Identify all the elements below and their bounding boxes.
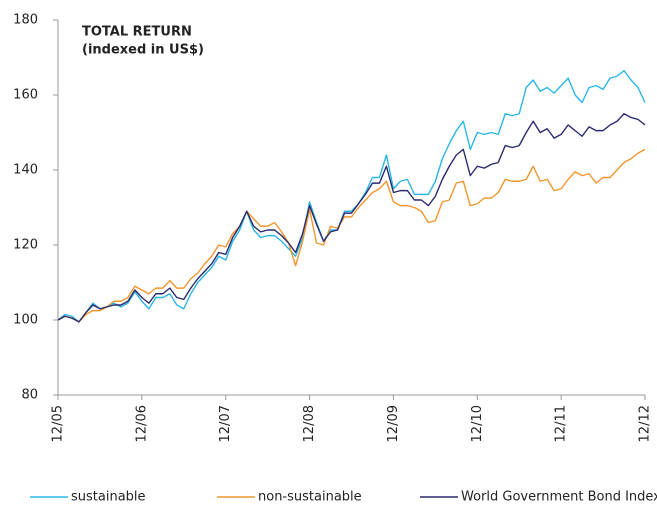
y-tick-label: 80 — [21, 388, 38, 403]
chart-subtitle: (indexed in US$) — [82, 43, 204, 58]
x-tick-label: 12/08 — [302, 405, 317, 442]
x-tick-label: 12/12 — [638, 405, 653, 442]
y-tick-label: 180 — [13, 13, 38, 28]
x-tick-label: 12/09 — [386, 405, 401, 442]
y-tick-label: 160 — [13, 88, 38, 103]
series-line — [57, 113, 646, 323]
x-tick-label: 12/05 — [51, 405, 66, 442]
legend-label: sustainable — [71, 490, 146, 505]
x-tick-label: 12/07 — [218, 405, 233, 442]
y-tick-label: 140 — [13, 163, 38, 178]
y-tick-label: 120 — [13, 238, 38, 253]
y-tick-label: 100 — [13, 313, 38, 328]
legend-label: non-sustainable — [258, 490, 362, 505]
x-tick-label: 12/06 — [134, 405, 149, 442]
series-line — [57, 148, 646, 323]
x-tick-label: 12/11 — [554, 405, 569, 442]
series-line — [57, 69, 646, 323]
x-tick-label: 12/10 — [470, 405, 485, 442]
legend-label: World Government Bond Index — [461, 490, 657, 505]
chart-title: TOTAL RETURN — [82, 25, 192, 40]
